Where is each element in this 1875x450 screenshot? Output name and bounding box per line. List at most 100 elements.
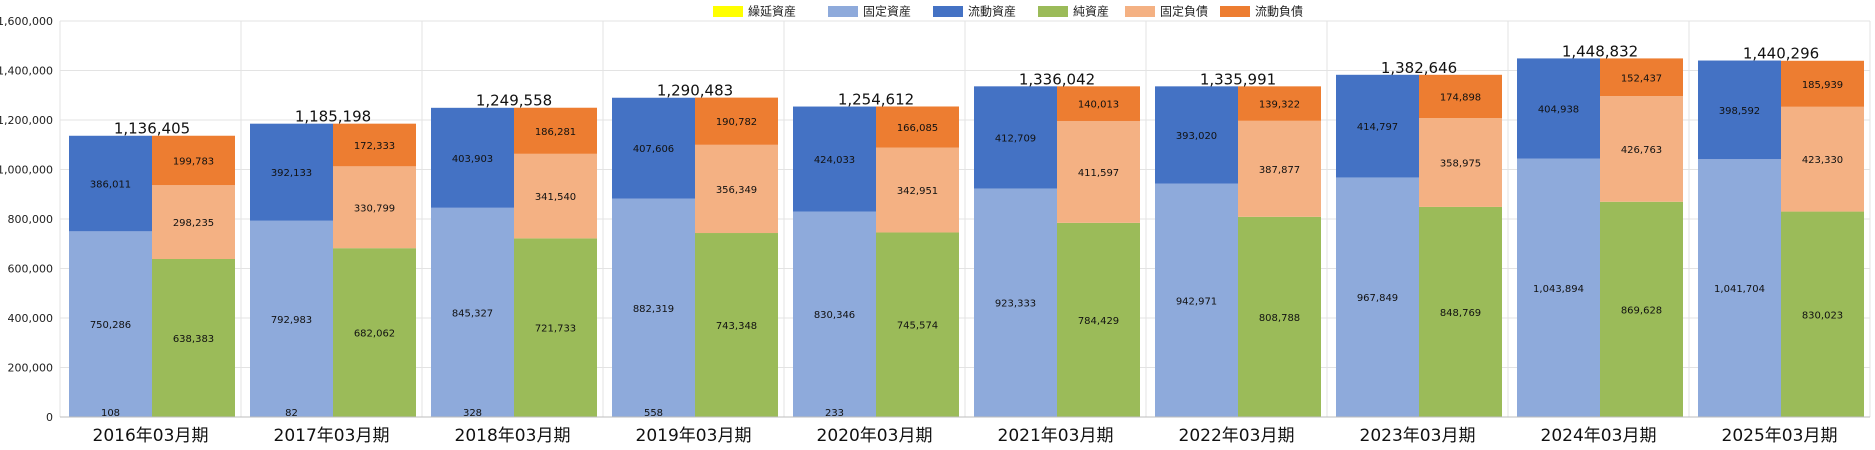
legend-swatch-fixed_liabilities — [1125, 6, 1155, 17]
bar-net_assets — [333, 248, 416, 417]
legend-label-fixed_liabilities: 固定負債 — [1160, 4, 1208, 19]
bar-current_assets — [974, 86, 1057, 189]
data-label-current_liabilities: 174,898 — [1440, 92, 1481, 103]
y-tick-label: 1,400,000 — [0, 65, 53, 78]
data-label-current_liabilities: 185,939 — [1802, 80, 1843, 91]
bar-net_assets — [876, 232, 959, 417]
bar-fixed_assets — [974, 188, 1057, 417]
data-label-current_assets: 393,020 — [1176, 131, 1217, 142]
bar-fixed_assets — [1698, 159, 1781, 417]
bar-fixed_assets — [250, 220, 333, 417]
legend-label-current_liabilities: 流動負債 — [1255, 4, 1303, 19]
bar-current_liabilities — [152, 135, 235, 186]
y-tick-label: 1,000,000 — [0, 164, 53, 177]
total-label: 1,254,612 — [838, 90, 914, 108]
y-tick-label: 1,200,000 — [0, 114, 53, 127]
data-label-fixed_liabilities: 426,763 — [1621, 145, 1662, 156]
legend-label-net_assets: 純資産 — [1073, 4, 1109, 19]
data-label-fixed_assets: 923,333 — [995, 299, 1036, 310]
bar-net_assets — [1781, 211, 1864, 417]
bar-fixed_liabilities — [1057, 120, 1140, 223]
data-label-net_assets: 848,769 — [1440, 308, 1481, 319]
bar-fixed_liabilities — [152, 185, 235, 260]
data-label-fixed_liabilities: 341,540 — [535, 192, 576, 203]
legend-swatch-fixed_assets — [828, 6, 858, 17]
data-label-fixed_assets: 792,983 — [271, 315, 312, 326]
data-label-net_assets: 745,574 — [897, 321, 938, 332]
data-label-fixed_liabilities: 356,349 — [716, 185, 757, 196]
data-label-net_assets: 721,733 — [535, 324, 576, 335]
x-tick-label: 2020年03月期 — [817, 426, 933, 446]
bar-fixed_liabilities — [876, 147, 959, 233]
legend-label-fixed_assets: 固定資産 — [863, 4, 911, 19]
bar-current_assets — [1336, 74, 1419, 178]
data-label-fixed_assets: 967,849 — [1357, 293, 1398, 304]
bar-net_assets — [1600, 201, 1683, 417]
data-label-fixed_assets: 750,286 — [90, 320, 131, 331]
x-tick-label: 2023年03月期 — [1360, 426, 1476, 446]
data-label-fixed_assets: 942,971 — [1176, 296, 1217, 307]
total-label: 1,336,042 — [1019, 70, 1095, 88]
bar-fixed_assets — [431, 207, 514, 417]
bar-current_liabilities — [1600, 58, 1683, 97]
data-label-bottom: 558 — [644, 408, 663, 419]
bar-current_liabilities — [695, 97, 778, 145]
bar-fixed_liabilities — [1419, 118, 1502, 207]
bar-current_assets — [612, 97, 695, 199]
bar-fixed_liabilities — [1781, 106, 1864, 212]
legend-swatch-current_liabilities — [1220, 6, 1250, 17]
total-label: 1,335,991 — [1200, 70, 1276, 88]
bar-current_assets — [250, 123, 333, 221]
bar-fixed_assets — [1155, 183, 1238, 417]
bar-fixed_liabilities — [514, 153, 597, 239]
legend-label-deferred: 繰延資産 — [748, 4, 796, 19]
y-tick-label: 0 — [46, 411, 53, 424]
data-label-fixed_assets: 1,041,704 — [1714, 284, 1765, 295]
data-label-current_liabilities: 190,782 — [716, 117, 757, 128]
data-label-current_liabilities: 140,013 — [1078, 100, 1119, 111]
x-tick-label: 2016年03月期 — [93, 426, 209, 446]
bar-fixed_assets — [1517, 158, 1600, 417]
bar-net_assets — [152, 259, 235, 417]
data-label-current_assets: 398,592 — [1719, 106, 1760, 117]
total-label: 1,382,646 — [1381, 59, 1457, 77]
data-label-current_assets: 424,033 — [814, 155, 855, 166]
data-label-current_assets: 403,903 — [452, 154, 493, 165]
x-tick-label: 2022年03月期 — [1179, 426, 1295, 446]
bar-current_assets — [1155, 86, 1238, 184]
total-label: 1,290,483 — [657, 82, 733, 100]
data-label-current_liabilities: 152,437 — [1621, 73, 1662, 84]
x-tick-label: 2018年03月期 — [455, 426, 571, 446]
data-label-fixed_assets: 882,319 — [633, 304, 674, 315]
data-label-bottom: 82 — [285, 408, 298, 419]
data-label-current_assets: 404,938 — [1538, 105, 1579, 116]
data-label-fixed_assets: 1,043,894 — [1533, 284, 1584, 295]
total-label: 1,249,558 — [476, 92, 552, 110]
total-label: 1,185,198 — [295, 108, 371, 126]
data-label-fixed_liabilities: 387,877 — [1259, 165, 1300, 176]
data-label-fixed_liabilities: 342,951 — [897, 186, 938, 197]
legend-swatch-current_assets — [933, 6, 963, 17]
x-tick-label: 2019年03月期 — [636, 426, 752, 446]
legend-swatch-deferred — [713, 6, 743, 17]
bar-net_assets — [514, 238, 597, 417]
x-tick-label: 2021年03月期 — [998, 426, 1114, 446]
data-label-current_assets: 407,606 — [633, 144, 674, 155]
legend-swatch-net_assets — [1038, 6, 1068, 17]
data-label-fixed_assets: 845,327 — [452, 308, 493, 319]
data-label-current_liabilities: 186,281 — [535, 127, 576, 138]
bar-fixed_liabilities — [333, 166, 416, 249]
bar-fixed_assets — [69, 231, 152, 417]
data-label-current_assets: 412,709 — [995, 133, 1036, 144]
data-label-fixed_liabilities: 298,235 — [173, 218, 214, 229]
data-label-current_liabilities: 172,333 — [354, 141, 395, 152]
bar-current_assets — [793, 106, 876, 212]
y-tick-label: 200,000 — [8, 362, 54, 375]
total-label: 1,136,405 — [114, 120, 190, 138]
bar-fixed_liabilities — [1238, 120, 1321, 217]
bar-current_liabilities — [1781, 60, 1864, 107]
y-tick-label: 800,000 — [8, 213, 54, 226]
y-tick-label: 400,000 — [8, 312, 54, 325]
bar-fixed_assets — [793, 211, 876, 417]
